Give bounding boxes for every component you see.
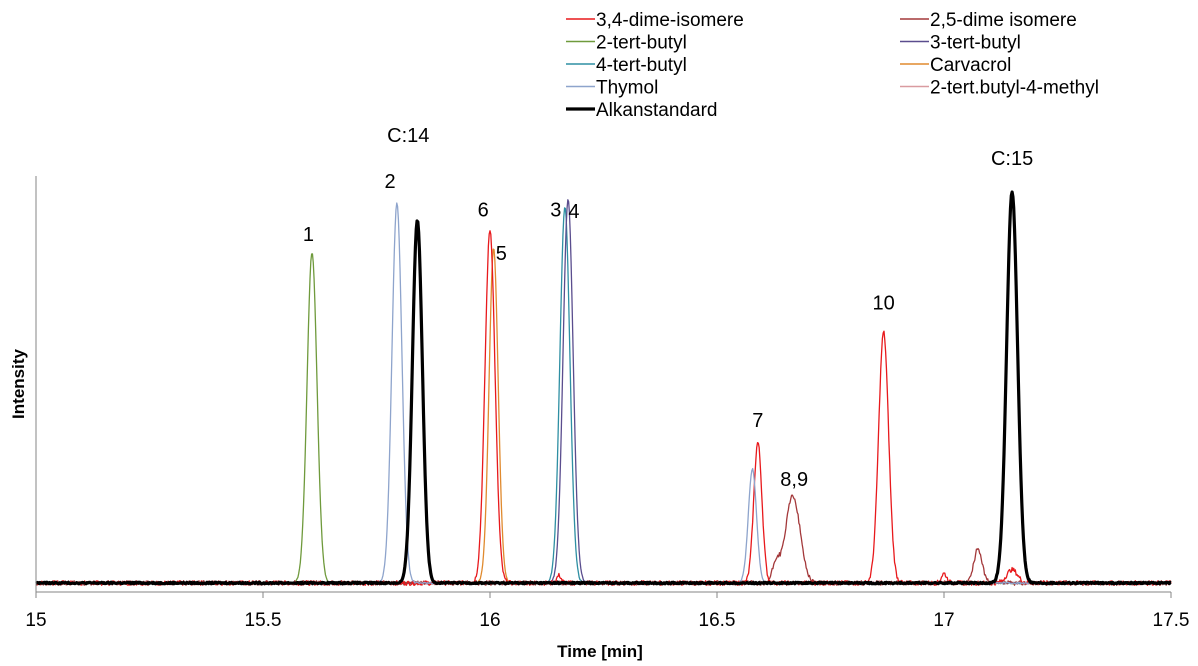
x-tick-label: 16.5 xyxy=(699,610,736,631)
x-tick-label: 17 xyxy=(933,610,954,631)
legend-label: 3-tert-butyl xyxy=(930,33,1021,54)
peak-label: 3 xyxy=(550,199,561,221)
legend-label: 2-tert-butyl xyxy=(596,33,687,54)
peak-label: C:14 xyxy=(387,125,429,147)
peak-annotations: 1 2 C:14 65 3 4 7 8,9 10 C:15 xyxy=(303,125,1033,491)
legend-label: 2,5-dime isomere xyxy=(930,10,1077,31)
x-axis-title: Time [min] xyxy=(557,642,643,661)
peak-label: 7 xyxy=(752,410,763,432)
axes xyxy=(35,176,1171,593)
legend-label: 3,4-dime-isomere xyxy=(596,10,744,31)
legend-label: Carvacrol xyxy=(930,55,1011,76)
legend-label: 2-tert.butyl-4-methyl xyxy=(930,78,1099,99)
legend-label: Thymol xyxy=(596,78,658,99)
peak-label: 10 xyxy=(872,292,894,314)
x-tick-label: 16 xyxy=(479,610,500,631)
peak-label: 6 xyxy=(478,199,489,221)
peak-label: 2 xyxy=(385,171,396,193)
peak-label: 4 xyxy=(568,201,579,223)
peak-label: 5 xyxy=(496,243,507,265)
legend-label: 4-tert-butyl xyxy=(596,55,687,76)
x-tick-label: 15.5 xyxy=(245,610,282,631)
peak-label: 8,9 xyxy=(780,469,808,491)
peak-label: 1 xyxy=(303,224,314,246)
legend-label: Alkanstandard xyxy=(596,100,717,121)
x-tick-label: 15 xyxy=(25,610,46,631)
y-axis-title: Intensity xyxy=(9,349,28,419)
legend: 3,4-dime-isomere 2,5-dime isomere 2-tert-b… xyxy=(566,10,1099,121)
x-tick-label: 17.5 xyxy=(1153,610,1190,631)
peak-label: C:15 xyxy=(991,148,1033,170)
x-ticks: 15 15.5 16 16.5 17 17.5 xyxy=(25,592,1189,631)
series-layer xyxy=(35,190,1172,586)
series-line-8 xyxy=(35,190,1172,586)
